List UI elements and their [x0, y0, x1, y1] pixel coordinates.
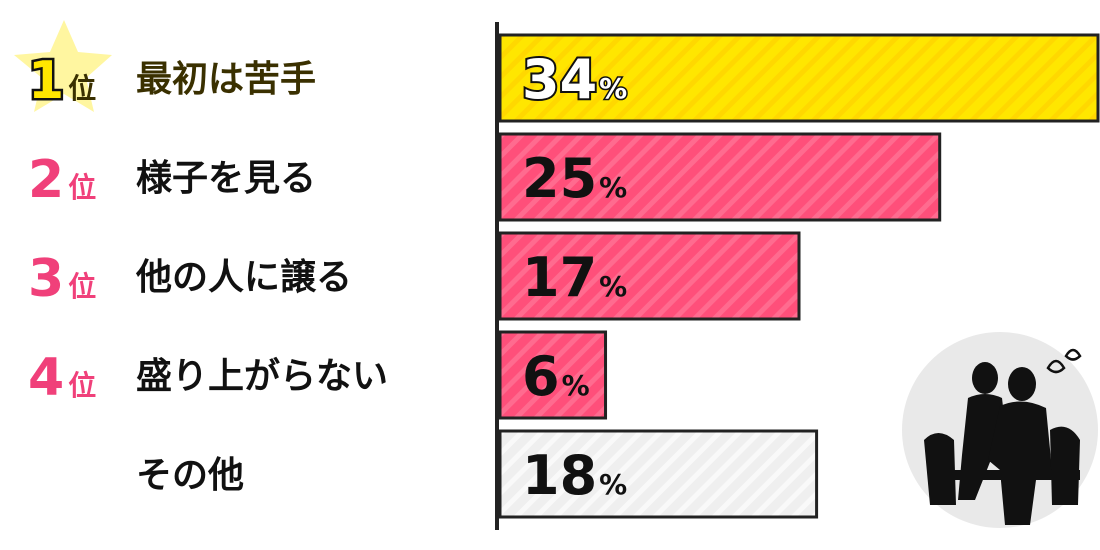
value-label-5: 18%	[522, 444, 627, 507]
category-label-4: 盛り上がらない	[136, 356, 388, 397]
rank-1-star-icon	[14, 20, 112, 112]
category-label-2: 様子を見る	[136, 158, 316, 199]
bar-1	[498, 33, 1100, 123]
value-label-1: 34%	[522, 48, 627, 111]
value-label-3: 17%	[522, 246, 627, 309]
category-label-5: その他	[136, 455, 244, 496]
bar-5	[498, 429, 819, 519]
bar-4	[498, 330, 608, 420]
bar-3	[498, 231, 801, 321]
value-label-4: 6%	[522, 345, 590, 408]
category-label-3: 他の人に譲る	[135, 257, 352, 298]
audience-silhouette-sweat-icon	[902, 332, 1098, 528]
category-label-1: 最初は苦手	[136, 59, 316, 100]
bar-2	[498, 132, 942, 222]
value-label-2: 25%	[522, 147, 627, 210]
